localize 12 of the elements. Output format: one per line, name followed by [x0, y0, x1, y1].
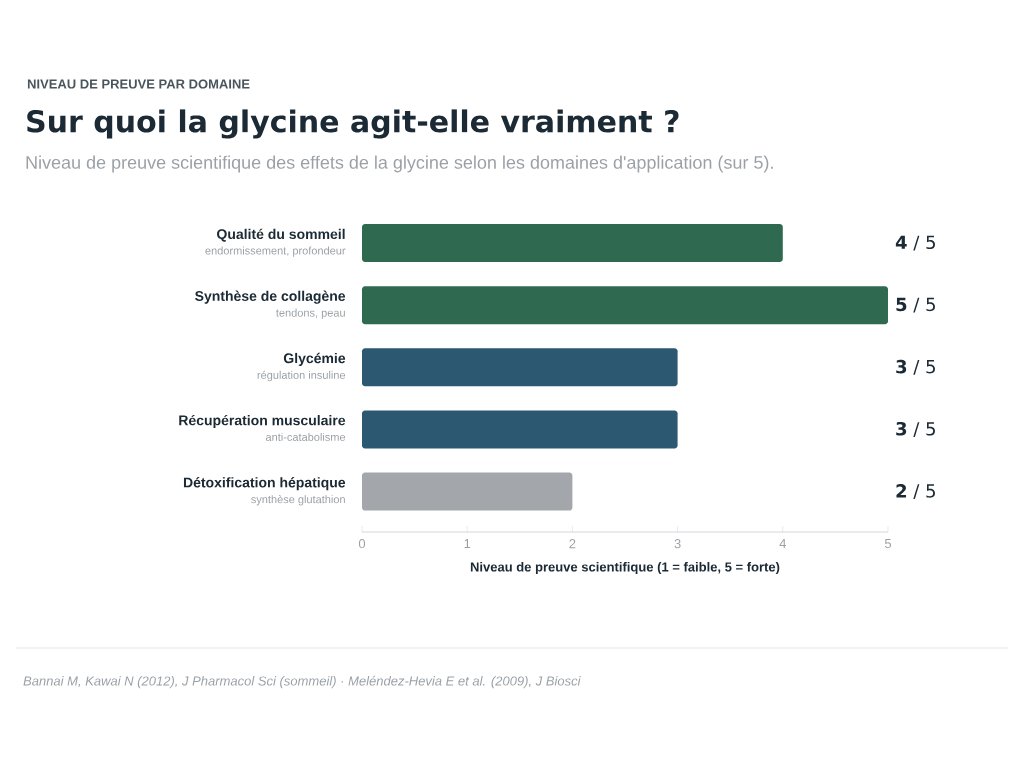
bar — [362, 410, 678, 449]
data-label: 2 / 5 — [896, 484, 935, 500]
bar — [362, 348, 678, 387]
bar — [362, 472, 573, 511]
bar — [362, 224, 783, 263]
data-label: 4 / 5 — [895, 235, 935, 251]
bar — [362, 286, 888, 325]
data-label: 5 / 5 — [896, 297, 935, 313]
data-label: 3 / 5 — [896, 421, 935, 437]
chart-title: Sur quoi la glycine agit-elle vraiment ? — [27, 109, 679, 139]
data-label: 3 / 5 — [896, 359, 935, 375]
chart-subtitle: Niveau de preuve scientifique des effets de la glycine selon les domaines d'application (sur 5). — [26, 155, 773, 173]
